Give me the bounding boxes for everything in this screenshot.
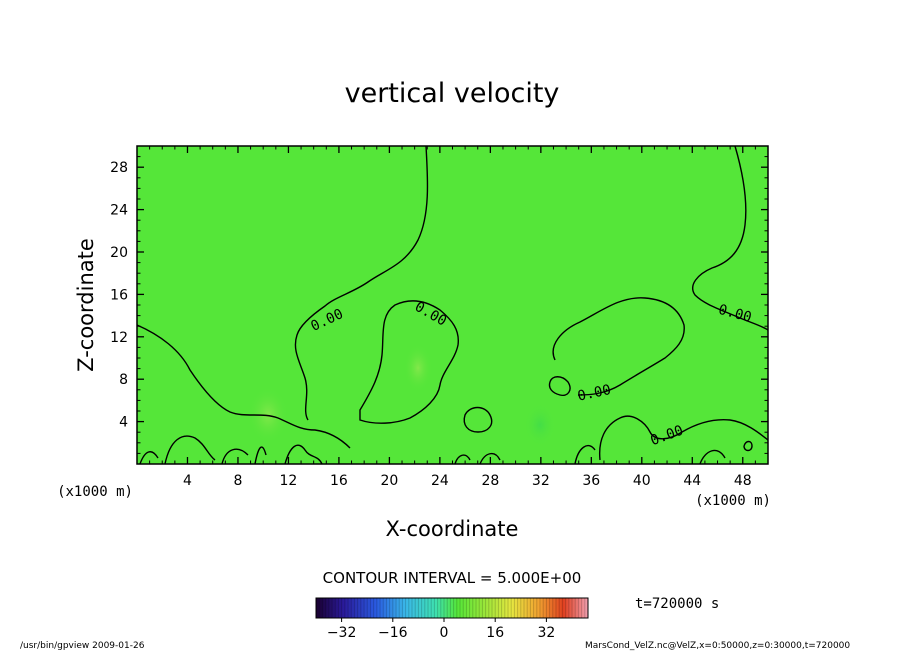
colorbar-tick-label: 0 [440,625,449,641]
y-tick-label: 28 [110,160,128,176]
contour-line-small-loop [463,406,493,433]
y-unit-label: (x1000 m) [57,484,133,500]
x-tick-label: 12 [280,473,298,489]
contour-line-center-loop [359,300,459,424]
y-tick-label: 16 [110,287,128,303]
y-tick-label: 12 [110,330,128,346]
time-text: t=720000 s [635,596,719,612]
field-highlights [248,344,556,447]
contour-line-right-small-loop [548,376,571,397]
footer-left: /usr/bin/gpview 2009-01-26 [20,641,145,651]
x-tick-label: 20 [380,473,398,489]
y-tick-label: 20 [110,245,128,261]
colorbar-tick-label: −16 [378,625,408,641]
x-tick-label: 32 [532,473,550,489]
contour-interval-text: CONTOUR INTERVAL = 5.000E+00 [323,569,582,587]
contour-line-top [294,145,429,421]
y-tick-label: 4 [119,415,128,431]
y-axis-ticks: 4 8 12 16 20 24 28 [110,156,768,454]
x-unit-label: (x1000 m) [695,493,771,509]
contour-lines [136,145,769,465]
contour-line-right-top [692,145,769,331]
x-tick-label: 40 [633,473,651,489]
x-tick-label: 44 [683,473,701,489]
y-tick-label: 24 [110,203,128,219]
contour-field [137,146,768,464]
y-tick-label: 8 [119,372,128,388]
x-axis-label: X-coordinate [386,517,519,541]
colorbar-tick-label: 32 [537,625,555,641]
colorbar-tick-label: −32 [327,625,357,641]
x-tick-label: 36 [582,473,600,489]
x-tick-label: 48 [734,473,752,489]
x-tick-label: 8 [233,473,242,489]
contour-line-bottom-ripples [139,435,753,465]
contour-label: 0.00 [576,382,612,405]
x-tick-label: 28 [481,473,499,489]
colorbar-stripes [318,598,586,618]
colorbar-tick-label: 16 [486,625,504,641]
chart-title: vertical velocity [345,78,560,109]
contour-line-bottom-right [598,415,769,461]
contour-line-right-mid [552,297,685,396]
x-tick-label: 24 [431,473,449,489]
contour-line-left [136,324,351,449]
x-axis-ticks: 4 8 12 16 20 24 28 32 36 40 44 48 [149,146,756,489]
colorbar-ticks: −32 −16 0 16 32 [327,618,555,641]
colorbar [315,597,589,619]
x-tick-label: 16 [330,473,348,489]
footer-right: MarsCond_VelZ.nc@VelZ,x=0:50000,z=0:3000… [585,641,851,651]
x-tick-label: 4 [183,473,192,489]
y-axis-label: Z-coordinate [74,238,98,372]
